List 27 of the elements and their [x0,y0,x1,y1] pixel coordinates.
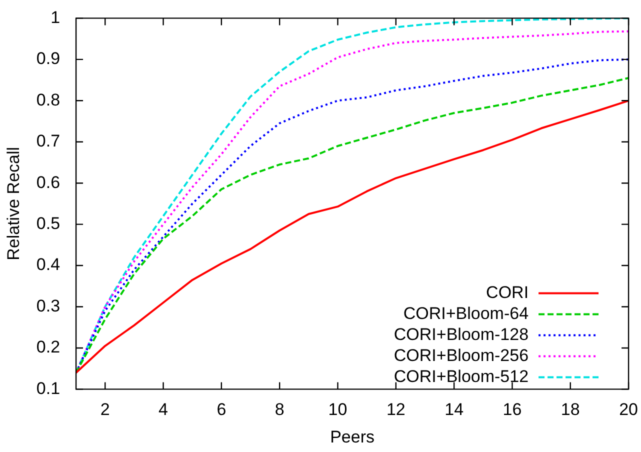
x-tick-label: 12 [386,400,406,420]
y-tick-label: 0.5 [36,214,60,233]
legend-label: CORI [486,282,529,302]
y-tick-label: 0.4 [36,255,60,274]
y-tick-label: 0.2 [36,338,60,357]
x-axis-title: Peers [330,427,374,446]
legend-label: CORI+Bloom-256 [394,346,529,365]
y-tick-label: 0.6 [36,172,60,192]
x-tick-label: 8 [274,400,284,420]
x-tick-label: 4 [158,400,168,420]
legend-label: CORI+Bloom-64 [403,304,529,323]
x-tick-label: 16 [502,400,522,420]
x-tick-label: 20 [619,400,638,420]
y-axis-title: Relative Recall [4,147,23,260]
x-tick-label: 14 [444,400,464,420]
x-tick-label: 18 [560,400,580,420]
legend-label: CORI+Bloom-512 [394,366,529,386]
y-tick-label: 0.7 [36,132,60,151]
legend-label: CORI+Bloom-128 [394,324,529,344]
x-tick-label: 2 [100,400,110,420]
y-tick-label: 0.8 [36,90,60,110]
y-tick-label: 0.1 [36,378,60,398]
x-tick-label: 10 [328,400,348,420]
x-tick-label: 6 [216,400,226,420]
y-tick-label: 0.9 [36,49,60,68]
y-tick-label: 0.3 [36,296,60,316]
y-tick-label: 1 [50,8,60,27]
